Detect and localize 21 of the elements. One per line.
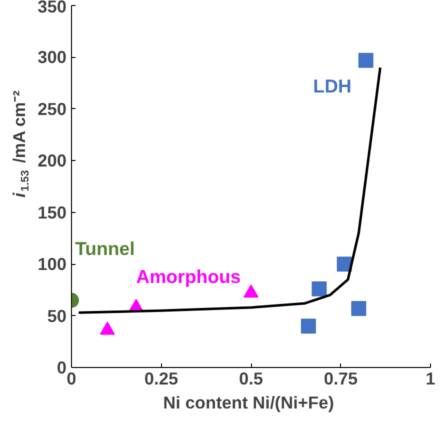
x-tick-label: 0.75 — [324, 368, 358, 388]
y-axis-title: i1.53 /mA cm⁻² — [10, 90, 32, 198]
y-tick-label: 300 — [38, 47, 67, 68]
x-axis-title: Ni content Ni/(Ni+Fe) — [163, 392, 334, 412]
y-tick-label: 350 — [38, 0, 67, 16]
point — [358, 52, 374, 68]
point — [312, 281, 327, 296]
point — [351, 301, 366, 316]
series-label: Amorphous — [136, 266, 241, 287]
y-tick-label: 100 — [38, 254, 67, 274]
y-tick-label: 200 — [38, 150, 67, 171]
x-tick-label: 0.5 — [238, 368, 264, 388]
line-series — [77, 66, 382, 314]
x-tick-label: 0.25 — [144, 368, 178, 388]
y-tick-label: 50 — [47, 306, 67, 326]
y-tick-label: 250 — [38, 98, 67, 119]
y-tick-label: 150 — [38, 202, 67, 222]
point — [300, 318, 316, 334]
series-label: LDH — [313, 76, 352, 97]
series-label: Tunnel — [75, 238, 135, 259]
x-tick-label: 1 — [426, 368, 436, 388]
